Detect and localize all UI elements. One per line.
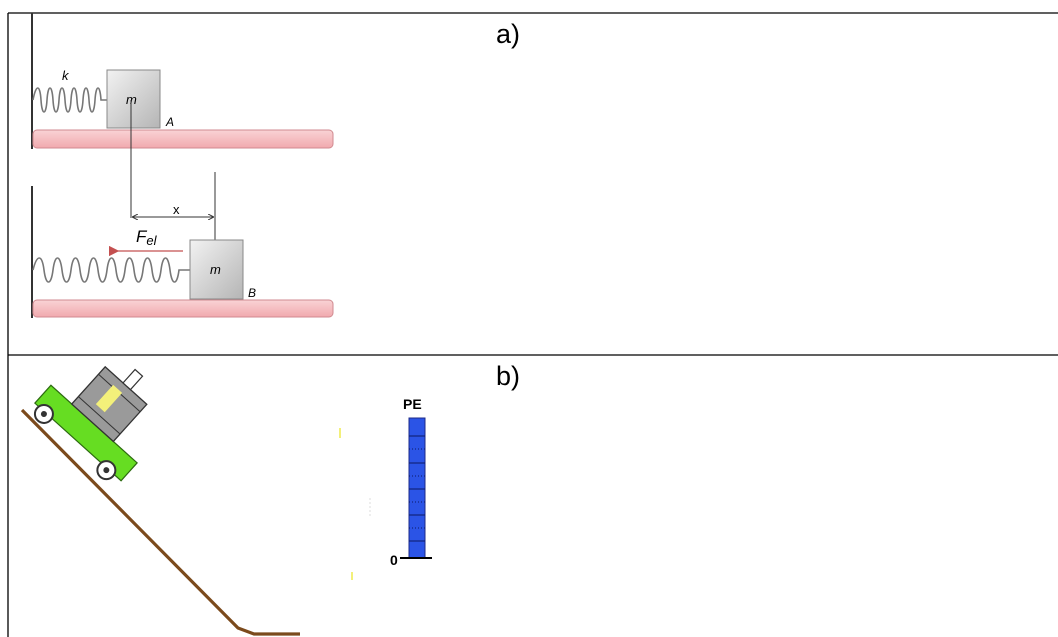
panel-b-label: b) <box>496 361 520 391</box>
ramp <box>20 408 300 636</box>
cart <box>33 365 148 482</box>
cargo-highlight <box>95 384 123 413</box>
force-label-main: F <box>136 227 148 246</box>
floor-top <box>32 129 334 149</box>
pe-gauge: PE 0 <box>390 396 432 568</box>
cargo-handle <box>122 368 144 391</box>
mass-block-top <box>106 69 161 129</box>
force-label-sub: el <box>146 233 157 248</box>
pe-gauge-zero-label: 0 <box>390 552 398 568</box>
panel-a: m k A x Fel m B a) <box>31 13 520 318</box>
displacement-label: x <box>173 202 180 217</box>
wheel-back <box>96 460 117 481</box>
mass-label-bottom: m <box>210 262 221 277</box>
point-a-label: A <box>165 115 174 129</box>
mass-block-bottom <box>189 239 244 300</box>
point-b-label: B <box>248 286 256 300</box>
table-grid <box>7 12 1058 637</box>
spring-top <box>32 87 107 113</box>
pe-gauge-title: PE <box>403 396 422 412</box>
mass-label-top: m <box>126 92 137 107</box>
panel-b: PE 0 b) <box>20 361 520 636</box>
spring-bottom <box>32 257 190 283</box>
pe-gauge-ticks <box>409 435 425 542</box>
panel-a-label: a) <box>496 19 520 49</box>
wheel-front <box>33 403 54 424</box>
pe-gauge-fill <box>408 417 426 559</box>
force-label: Fel <box>136 227 158 248</box>
spring-constant-label: k <box>62 68 70 83</box>
floor-bottom <box>32 299 334 318</box>
